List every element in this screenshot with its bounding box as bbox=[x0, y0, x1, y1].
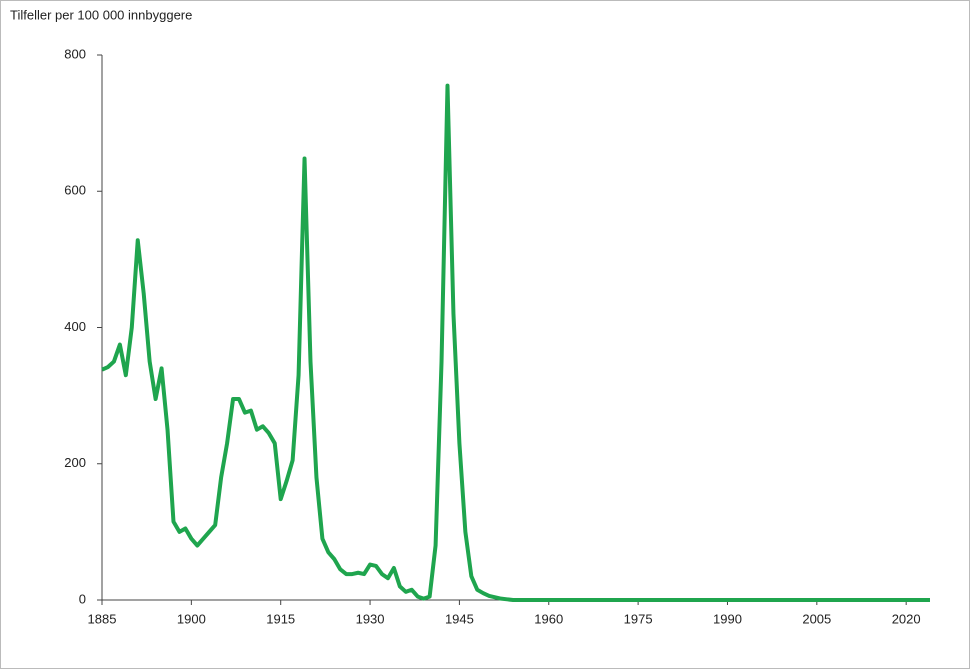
y-tick-label: 600 bbox=[64, 183, 86, 198]
data-line bbox=[101, 83, 930, 602]
x-tick-label: 1975 bbox=[624, 611, 653, 626]
x-tick-label: 1960 bbox=[534, 611, 563, 626]
x-tick-label: 2020 bbox=[892, 611, 921, 626]
y-tick-label: 800 bbox=[64, 46, 86, 61]
y-tick-label: 400 bbox=[64, 319, 86, 334]
x-tick-label: 1945 bbox=[445, 611, 474, 626]
x-tick-label: 1990 bbox=[713, 611, 742, 626]
x-tick-label: 1930 bbox=[356, 611, 385, 626]
y-tick-label: 200 bbox=[64, 455, 86, 470]
x-tick-label: 2005 bbox=[802, 611, 831, 626]
y-axis-title: Tilfeller per 100 000 innbyggere bbox=[10, 7, 192, 22]
x-tick-label: 1915 bbox=[266, 611, 295, 626]
y-tick-label: 0 bbox=[79, 591, 86, 606]
x-tick-label: 1900 bbox=[177, 611, 206, 626]
x-tick-label: 1885 bbox=[88, 611, 117, 626]
